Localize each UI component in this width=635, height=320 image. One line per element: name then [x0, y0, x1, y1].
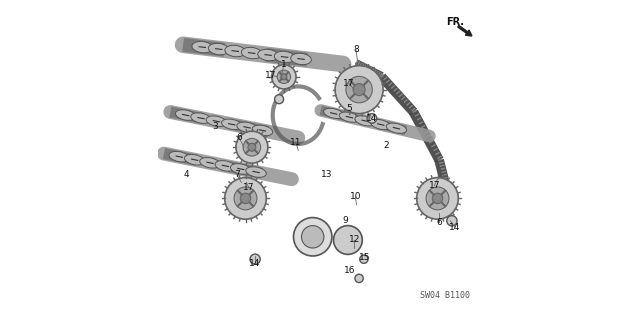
Text: 7: 7 — [234, 170, 240, 179]
FancyArrow shape — [458, 26, 472, 36]
Text: 17: 17 — [243, 183, 255, 192]
Ellipse shape — [291, 53, 311, 65]
Circle shape — [250, 254, 260, 264]
Circle shape — [417, 178, 458, 219]
Ellipse shape — [237, 122, 257, 132]
Ellipse shape — [192, 41, 213, 53]
Text: 6: 6 — [236, 133, 242, 142]
Circle shape — [355, 274, 363, 283]
Circle shape — [248, 143, 256, 151]
Circle shape — [335, 66, 383, 114]
Circle shape — [281, 74, 287, 80]
Ellipse shape — [215, 161, 236, 171]
Circle shape — [240, 193, 251, 204]
Circle shape — [236, 131, 268, 163]
Circle shape — [225, 178, 266, 219]
Text: 15: 15 — [359, 253, 371, 262]
Text: 1: 1 — [281, 60, 287, 68]
Circle shape — [360, 255, 368, 263]
Circle shape — [333, 226, 363, 254]
Ellipse shape — [200, 157, 220, 168]
Text: 9: 9 — [343, 216, 349, 225]
Circle shape — [447, 216, 457, 226]
Ellipse shape — [190, 113, 211, 124]
Ellipse shape — [339, 112, 359, 122]
Text: 17: 17 — [429, 181, 440, 190]
Text: 13: 13 — [321, 170, 333, 179]
Circle shape — [234, 187, 257, 210]
Ellipse shape — [371, 119, 391, 130]
Text: 6: 6 — [436, 218, 442, 227]
Circle shape — [302, 226, 324, 248]
Text: 14: 14 — [450, 223, 461, 232]
Text: 3: 3 — [212, 122, 218, 131]
Ellipse shape — [355, 116, 375, 126]
Ellipse shape — [206, 116, 227, 126]
Circle shape — [346, 76, 372, 103]
Ellipse shape — [184, 155, 205, 165]
Circle shape — [367, 114, 377, 123]
Ellipse shape — [231, 164, 251, 174]
Circle shape — [293, 218, 332, 256]
Circle shape — [272, 65, 296, 89]
Ellipse shape — [169, 151, 189, 162]
Text: 14: 14 — [250, 260, 261, 268]
Circle shape — [243, 138, 261, 156]
Text: 11: 11 — [290, 138, 302, 147]
Ellipse shape — [258, 49, 279, 61]
Text: 12: 12 — [349, 236, 360, 244]
Text: 14: 14 — [366, 114, 377, 123]
Text: 17: 17 — [265, 71, 277, 80]
Ellipse shape — [252, 125, 272, 136]
Text: FR.: FR. — [446, 17, 464, 28]
Ellipse shape — [274, 51, 295, 63]
Circle shape — [432, 193, 443, 204]
Ellipse shape — [222, 119, 242, 130]
Text: 8: 8 — [353, 45, 359, 54]
Text: 2: 2 — [384, 141, 389, 150]
Circle shape — [426, 187, 449, 210]
Ellipse shape — [175, 110, 196, 120]
Ellipse shape — [208, 44, 229, 55]
Text: 17: 17 — [343, 79, 354, 88]
Circle shape — [277, 70, 291, 84]
Circle shape — [274, 95, 284, 104]
Circle shape — [353, 84, 365, 96]
Text: 16: 16 — [344, 266, 355, 275]
Text: SW04 B1100: SW04 B1100 — [420, 292, 470, 300]
Text: 5: 5 — [347, 104, 352, 113]
Ellipse shape — [241, 47, 262, 59]
Ellipse shape — [246, 167, 266, 177]
Ellipse shape — [324, 108, 344, 119]
Ellipse shape — [386, 123, 406, 133]
Text: 4: 4 — [184, 170, 189, 179]
Text: 10: 10 — [349, 192, 361, 201]
Ellipse shape — [225, 45, 246, 57]
